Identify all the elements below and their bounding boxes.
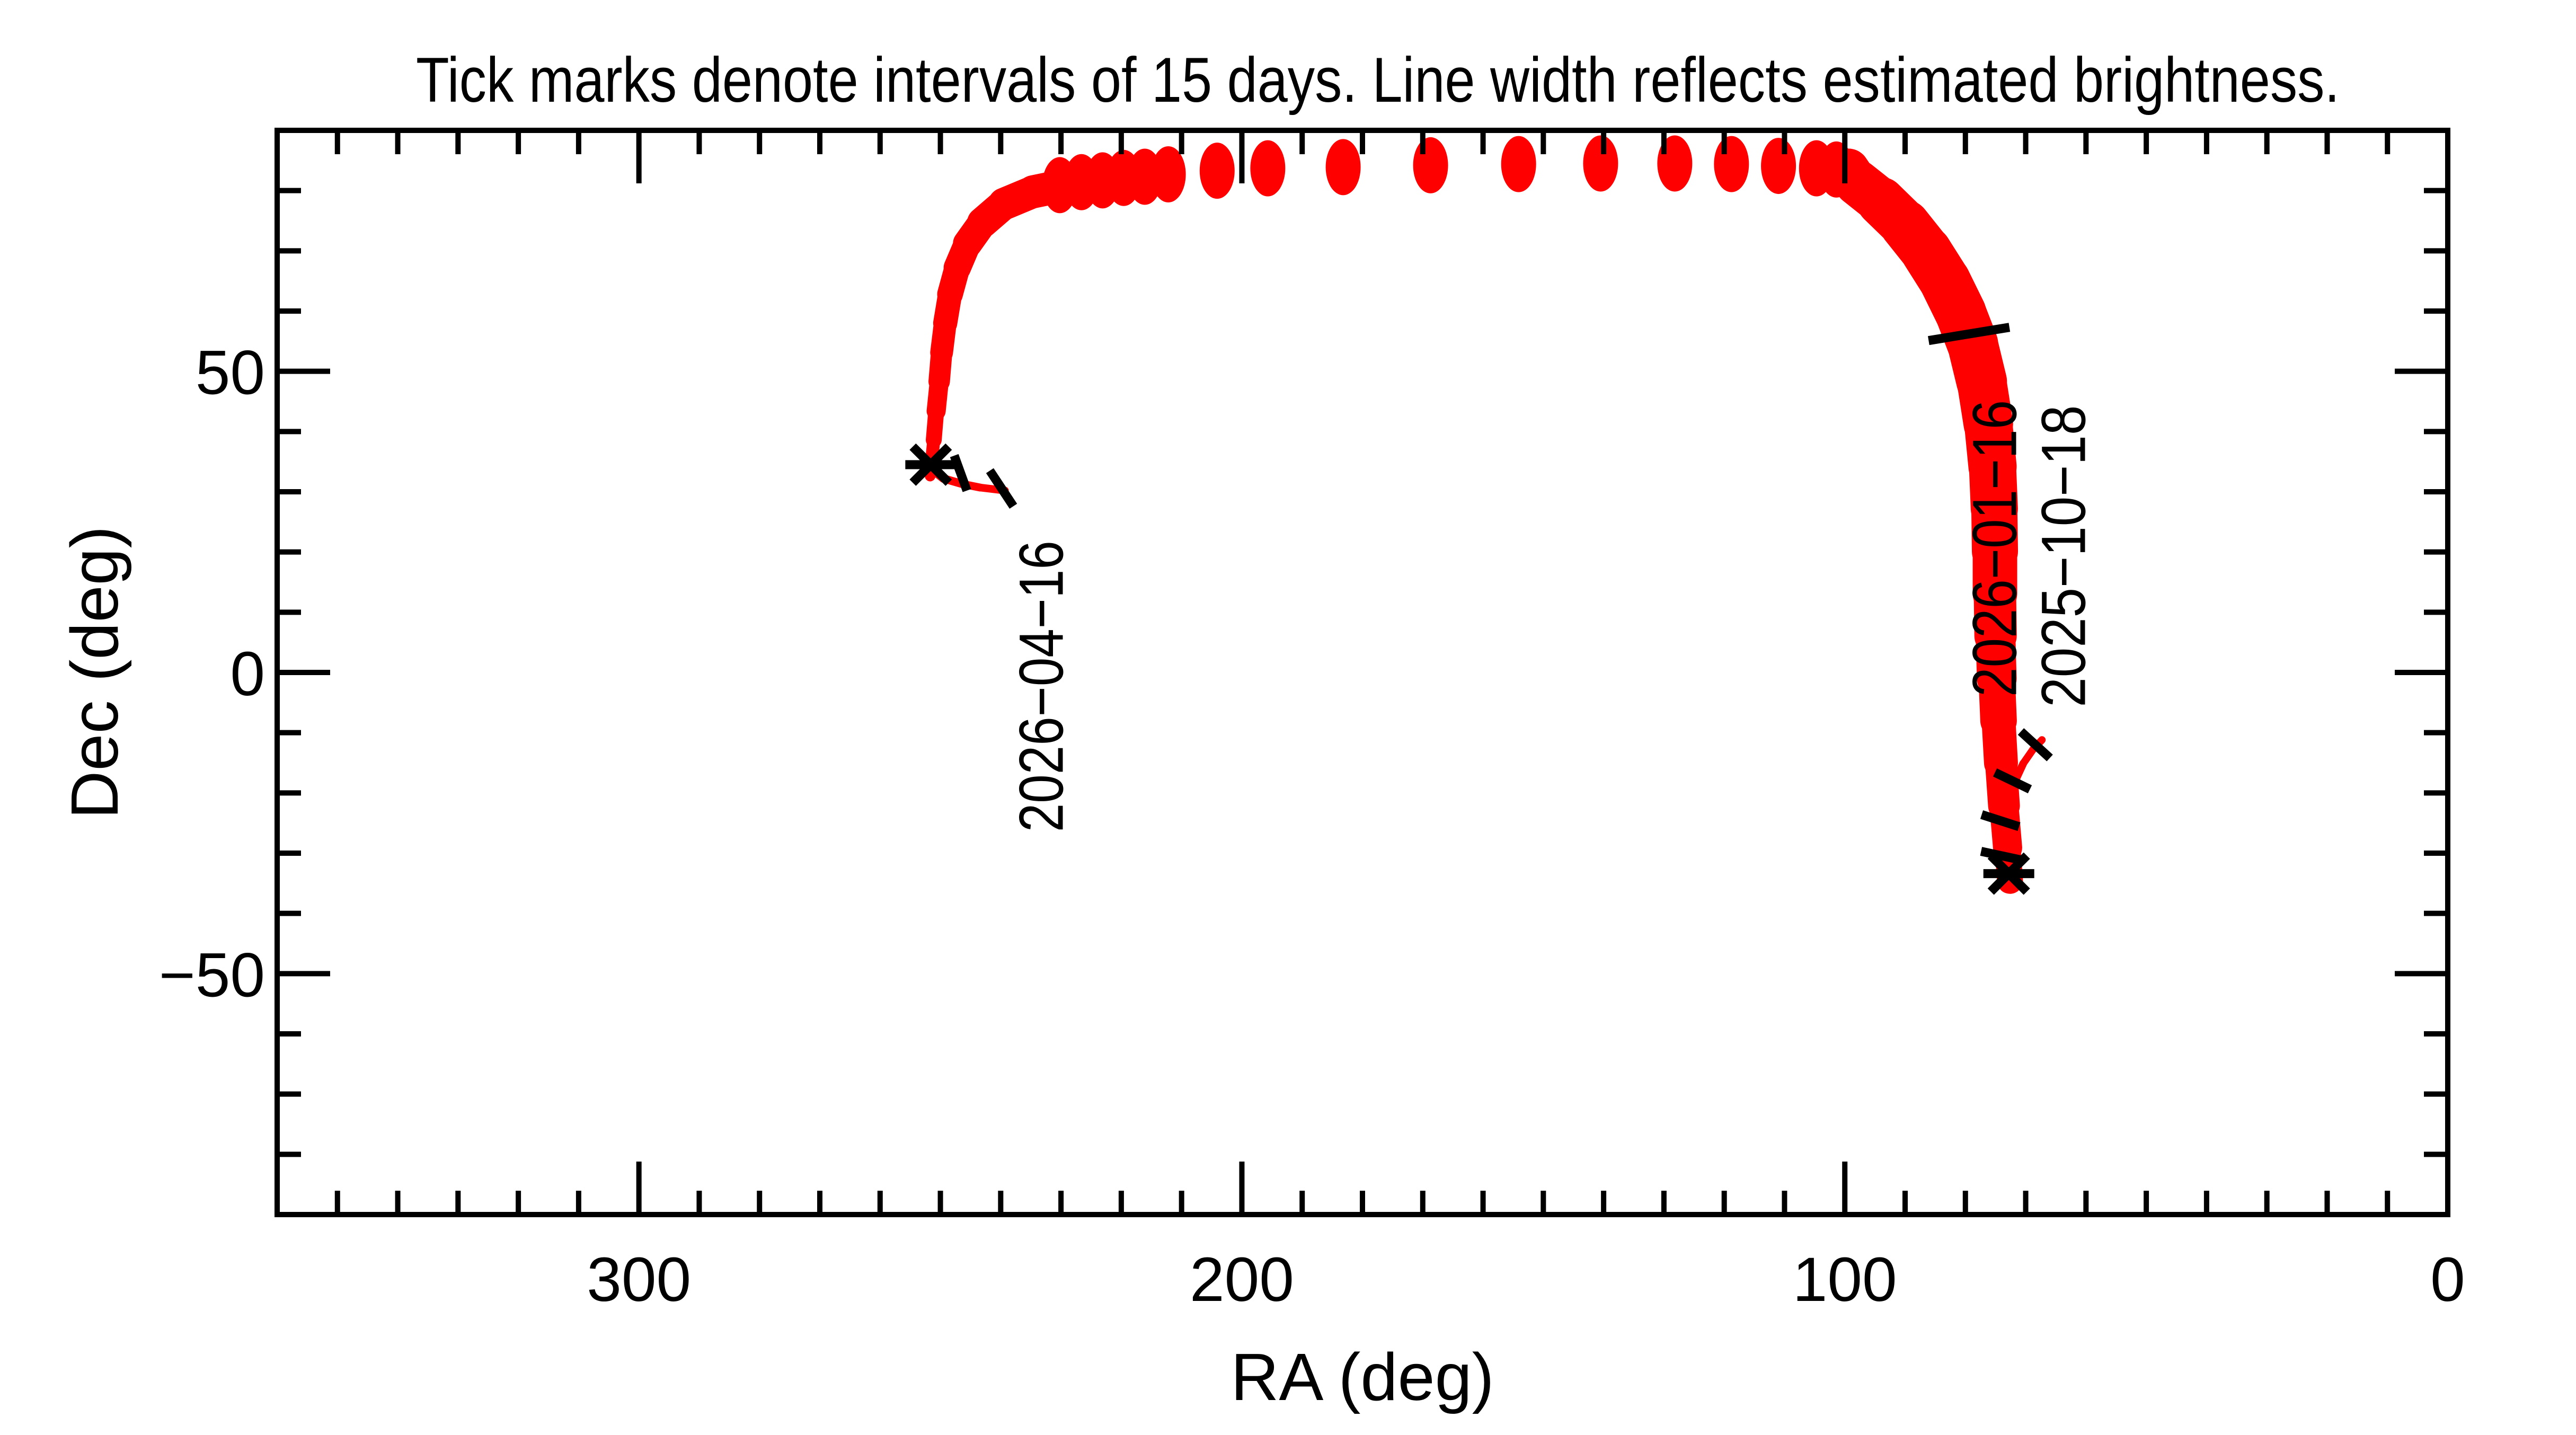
asterisk-west [909, 443, 952, 486]
tick-right-b [1980, 810, 2021, 831]
x-axis-title: RA (deg) [1231, 1340, 1494, 1414]
trajectory-track [925, 135, 2046, 894]
asterisk-south [1987, 852, 2030, 895]
x-tick-label: 200 [1190, 1245, 1294, 1315]
daily-point [1325, 139, 1361, 196]
tick-2026-01-16 [1927, 323, 2011, 346]
plot-frame [275, 128, 2450, 1217]
y-tick-label: −50 [159, 940, 265, 1010]
interval-marks [905, 323, 2053, 895]
daily-point [1761, 138, 1796, 194]
x-tick-label: 300 [587, 1245, 691, 1315]
x-tick-label: 0 [2430, 1245, 2465, 1315]
daily-point [1714, 136, 1749, 192]
date-label: 2026−01−16 [1960, 400, 2030, 697]
y-tick-label: 50 [196, 338, 265, 408]
y-axis-title: Dec (deg) [57, 526, 132, 819]
x-tick-label: 100 [1793, 1245, 1897, 1315]
date-label: 2026−04−16 [1007, 541, 1077, 832]
daily-point [1819, 141, 1854, 198]
tick-2026-04-16 [986, 468, 1017, 509]
axis-ticks [277, 130, 2448, 1215]
daily-point [1501, 136, 1536, 192]
daily-point [1250, 140, 1286, 197]
axis-tick-labels: 300 200 100 0 50 0 −50 [159, 338, 2465, 1315]
tick-right-c [1980, 847, 2022, 864]
y-tick-label: 0 [230, 639, 265, 709]
date-label: 2025−10−18 [2029, 405, 2099, 707]
daily-point [1413, 137, 1448, 193]
daily-point [1583, 135, 1618, 192]
daily-point [1199, 143, 1235, 199]
daily-point [1150, 146, 1186, 202]
chart-title: Tick marks denote intervals of 15 days. … [416, 45, 2340, 116]
tick-2026-04-01 [950, 454, 971, 492]
tick-2025-10-18 [2017, 728, 2053, 761]
tick-right-a [1993, 768, 2032, 794]
